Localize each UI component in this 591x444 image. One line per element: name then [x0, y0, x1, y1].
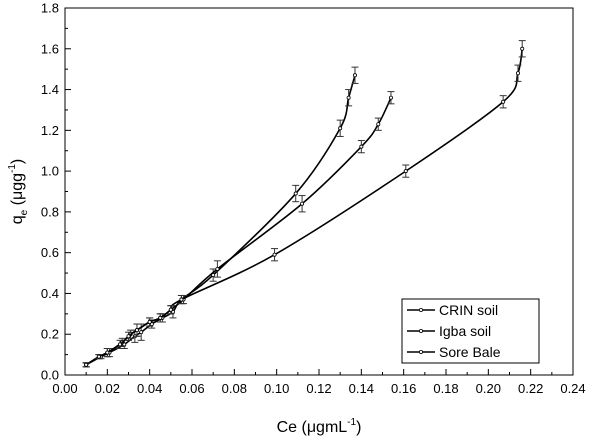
x-tick-label: 0.04 — [137, 381, 162, 396]
y-tick-label: 0.0 — [41, 368, 59, 383]
y-tick-label: 1.6 — [41, 41, 59, 56]
legend-marker — [418, 328, 423, 333]
y-axis-label-suffix: ) — [9, 159, 26, 164]
data-point — [293, 191, 298, 196]
data-point — [359, 144, 364, 149]
data-point — [126, 334, 131, 339]
x-tick-label: 0.22 — [518, 381, 543, 396]
data-point — [520, 46, 525, 51]
series-crin-soil — [82, 66, 359, 368]
data-point — [388, 95, 393, 100]
x-tick-label: 0.12 — [306, 381, 331, 396]
legend-label: CRIN soil — [439, 302, 498, 318]
data-point — [403, 169, 408, 174]
data-point — [338, 126, 343, 131]
y-tick-label: 1.0 — [41, 164, 59, 179]
data-point — [118, 342, 123, 347]
y-axis-label-main: q — [9, 215, 26, 224]
data-point — [168, 307, 173, 312]
x-tick-label: 0.08 — [222, 381, 247, 396]
x-axis-label-suffix: ) — [356, 419, 361, 436]
series-sore-bale — [82, 40, 526, 368]
x-tick-label: 0.10 — [264, 381, 289, 396]
series-line — [85, 97, 392, 366]
x-tick-label: 0.14 — [349, 381, 374, 396]
series-line — [85, 48, 523, 366]
legend-label: Igba soil — [439, 323, 491, 339]
data-point — [501, 99, 506, 104]
legend-marker — [418, 349, 423, 354]
data-point — [215, 266, 220, 271]
legend-item: Igba soil — [407, 323, 491, 339]
y-axis-label-sub: e — [19, 209, 30, 215]
data-point — [158, 315, 163, 320]
y-axis-label-sup: -1 — [7, 164, 18, 173]
data-point — [96, 354, 101, 359]
y-tick-label: 0.6 — [41, 245, 59, 260]
data-point — [300, 201, 305, 206]
data-point — [515, 71, 520, 76]
legend-label: Sore Bale — [439, 344, 501, 360]
legend-item: CRIN soil — [407, 302, 498, 318]
series-igba-soil — [82, 91, 395, 368]
x-tick-label: 0.20 — [476, 381, 501, 396]
legend-item: Sore Bale — [407, 344, 501, 360]
y-axis-label-rest: (μgg — [9, 173, 26, 210]
x-tick-label: 0.16 — [391, 381, 416, 396]
legend: CRIN soil Igba soil Sore Bale — [401, 298, 540, 364]
y-tick-label: 0.4 — [41, 286, 59, 301]
y-tick-label: 0.8 — [41, 204, 59, 219]
data-point — [376, 122, 381, 127]
data-point — [84, 362, 89, 367]
y-tick-label: 1.4 — [41, 82, 59, 97]
legend-marker — [418, 307, 423, 312]
data-point — [272, 252, 277, 257]
x-axis-label: Ce (μgmL-1) — [277, 417, 362, 436]
y-axis-label: qe (μgg-1) — [7, 159, 30, 225]
y-axis: 0.0 0.2 0.4 0.6 0.8 1.0 1.2 1.4 1.6 1.8 — [41, 1, 71, 383]
data-point — [105, 350, 110, 355]
x-tick-label: 0.06 — [179, 381, 204, 396]
data-point — [179, 297, 184, 302]
x-tick-label: 0.24 — [560, 381, 585, 396]
data-point — [352, 73, 357, 78]
series-line — [85, 75, 356, 366]
data-point — [139, 330, 144, 335]
data-point — [134, 328, 139, 333]
x-tick-label: 0.02 — [95, 381, 120, 396]
x-tick-label: 0.18 — [433, 381, 458, 396]
x-tick-label: 0.00 — [52, 381, 77, 396]
y-tick-label: 0.2 — [41, 327, 59, 342]
data-point — [147, 319, 152, 324]
x-axis-label-main: Ce (μgmL — [277, 419, 348, 436]
x-axis-label-sup: -1 — [347, 417, 356, 428]
plot-content — [82, 40, 526, 368]
data-point — [346, 95, 351, 100]
y-tick-label: 1.2 — [41, 123, 59, 138]
x-axis: 0.00 0.02 0.04 0.06 0.08 0.10 0.12 0.14 0.16 0.18… — [52, 369, 586, 396]
y-tick-label: 1.8 — [41, 1, 59, 16]
